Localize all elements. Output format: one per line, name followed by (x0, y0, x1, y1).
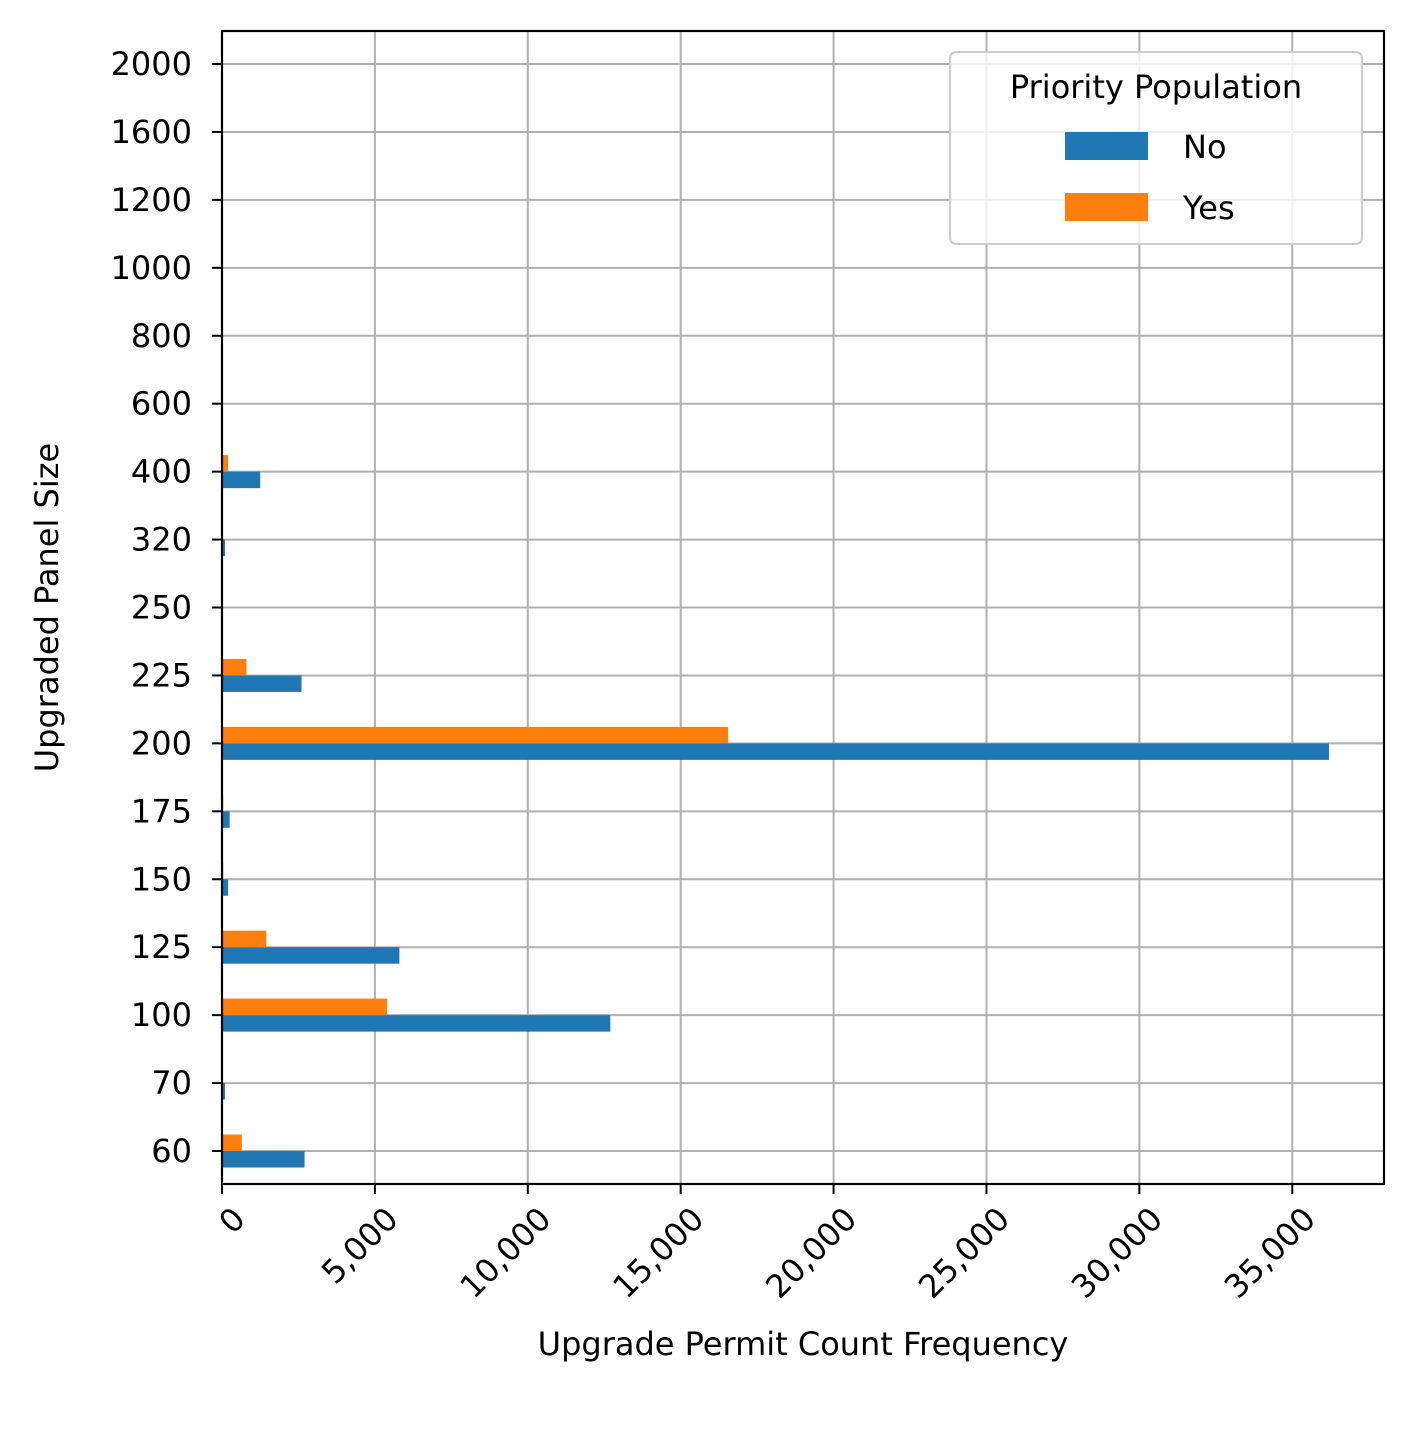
bar-no-100 (222, 1015, 610, 1032)
x-axis-title: Upgrade Permit Count Frequency (538, 1325, 1069, 1363)
bar-yes-60 (222, 1135, 242, 1152)
bar-no-175 (222, 811, 230, 828)
legend-label-no: No (1183, 128, 1227, 166)
bar-no-225 (222, 675, 302, 692)
y-tick-label: 250 (131, 589, 192, 627)
y-tick-label: 100 (131, 996, 192, 1034)
bar-yes-125 (222, 931, 266, 948)
bar-yes-225 (222, 659, 246, 676)
legend: Priority Population No Yes (950, 52, 1362, 244)
y-tick-label: 1200 (111, 181, 192, 219)
y-tick-label: 225 (131, 656, 192, 694)
y-tick-label: 2000 (111, 45, 192, 83)
bar-yes-100 (222, 999, 387, 1016)
y-tick-label: 175 (131, 792, 192, 830)
bar-no-125 (222, 947, 399, 964)
y-tick-label: 320 (131, 521, 192, 559)
y-tick-label: 1600 (111, 113, 192, 151)
y-tick-label: 800 (131, 317, 192, 355)
bar-yes-200 (222, 727, 728, 744)
y-tick-label: 70 (151, 1064, 192, 1102)
bar-no-60 (222, 1151, 305, 1168)
y-tick-label: 400 (131, 453, 192, 491)
legend-swatch-no (1065, 132, 1148, 160)
bar-no-400 (222, 472, 260, 489)
y-tick-label: 150 (131, 860, 192, 898)
y-axis-title: Upgraded Panel Size (28, 443, 66, 772)
y-tick-label: 60 (151, 1132, 192, 1170)
y-tick-label: 600 (131, 385, 192, 423)
y-tick-label: 200 (131, 724, 192, 762)
legend-title: Priority Population (1010, 68, 1302, 106)
bar-no-200 (222, 743, 1329, 760)
legend-swatch-yes (1065, 193, 1148, 221)
y-tick-label: 1000 (111, 249, 192, 287)
y-tick-label: 125 (131, 928, 192, 966)
legend-label-yes: Yes (1182, 189, 1235, 227)
